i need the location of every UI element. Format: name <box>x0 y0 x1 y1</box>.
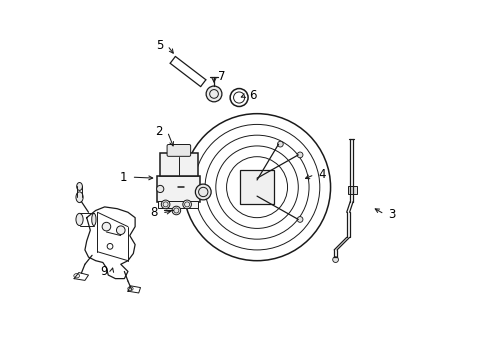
Ellipse shape <box>76 213 83 226</box>
FancyBboxPatch shape <box>167 144 190 156</box>
Circle shape <box>277 141 283 147</box>
Circle shape <box>195 184 211 200</box>
Circle shape <box>156 185 163 193</box>
Circle shape <box>172 206 180 215</box>
Circle shape <box>297 217 303 222</box>
Text: 2: 2 <box>155 125 163 138</box>
Circle shape <box>297 152 303 158</box>
Text: 4: 4 <box>318 168 325 181</box>
Ellipse shape <box>74 274 80 278</box>
Text: 6: 6 <box>248 89 256 102</box>
Text: 7: 7 <box>218 69 225 82</box>
Text: 8: 8 <box>150 207 158 220</box>
Circle shape <box>183 200 191 209</box>
Ellipse shape <box>76 192 83 203</box>
Ellipse shape <box>77 183 82 190</box>
Circle shape <box>102 222 110 231</box>
Ellipse shape <box>92 213 96 226</box>
Text: 9: 9 <box>100 265 107 278</box>
Bar <box>156 176 199 202</box>
Text: 5: 5 <box>155 39 163 52</box>
FancyBboxPatch shape <box>240 170 274 204</box>
Bar <box>160 153 198 176</box>
Circle shape <box>206 86 222 102</box>
Bar <box>158 201 198 208</box>
Ellipse shape <box>127 287 133 291</box>
Text: 3: 3 <box>388 208 395 221</box>
Circle shape <box>161 200 169 209</box>
Text: 1: 1 <box>120 171 127 184</box>
Circle shape <box>332 257 338 262</box>
Circle shape <box>116 226 125 234</box>
Bar <box>348 186 357 194</box>
